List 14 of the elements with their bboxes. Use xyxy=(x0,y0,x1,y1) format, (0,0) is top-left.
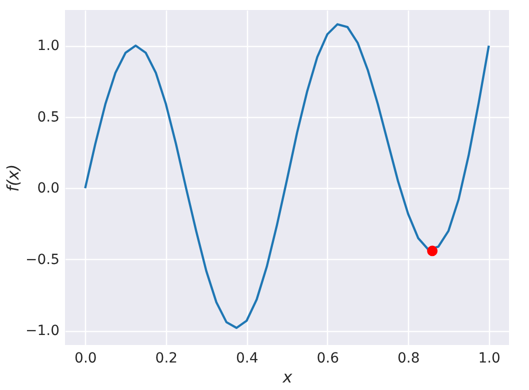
y-tick-label: 0.5 xyxy=(37,109,60,126)
x-tick-label: 1.0 xyxy=(478,350,500,366)
y-tick-label: −1.0 xyxy=(26,323,60,340)
x-tick-label: 0.4 xyxy=(236,350,258,366)
x-tick-label: 0.6 xyxy=(316,350,340,366)
line-series xyxy=(84,23,490,329)
y-axis-title: f(x) xyxy=(4,164,23,192)
y-tick-label: −0.5 xyxy=(26,252,60,268)
x-tick-label: 0.8 xyxy=(397,350,420,366)
x-tick-label: 0.2 xyxy=(155,350,178,366)
y-tick-label: 1.0 xyxy=(37,38,60,54)
x-tick-label: 0.0 xyxy=(74,350,97,366)
y-tick-label: 0.0 xyxy=(37,180,60,197)
x-axis-title: x xyxy=(282,368,293,386)
